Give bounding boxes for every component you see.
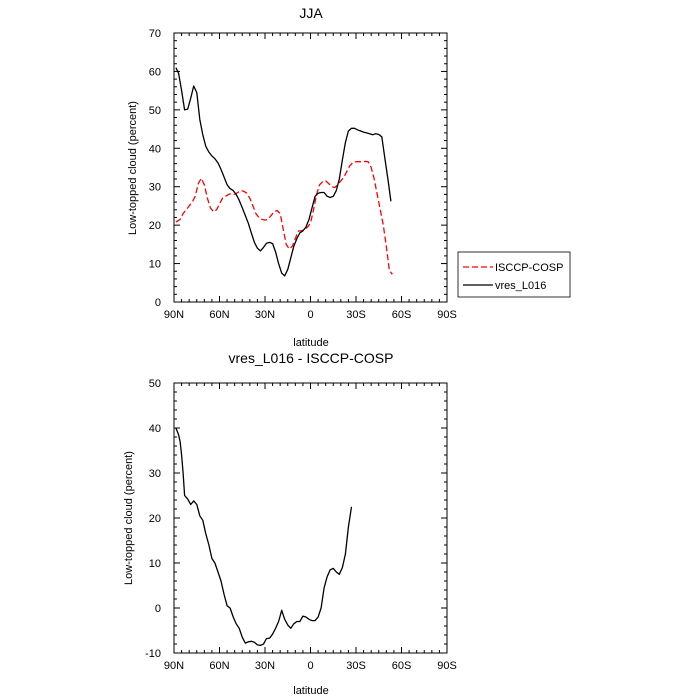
- top-series-line-isccp-cosp: [175, 160, 393, 275]
- bottom-y-tick-label: -10: [145, 648, 161, 660]
- bottom-x-tick-label: 30N: [255, 660, 275, 672]
- bottom-chart-ylabel: Low-topped cloud (percent): [123, 451, 135, 585]
- top-y-tick-label: 70: [149, 28, 161, 40]
- bottom-x-tick-label: 60N: [209, 660, 229, 672]
- top-y-tick-label: 0: [155, 297, 161, 309]
- top-y-tick-label: 60: [149, 66, 161, 78]
- bottom-y-tick-label: 30: [149, 468, 161, 480]
- bottom-x-tick-label: 30S: [346, 660, 366, 672]
- bottom-x-tick-label: 90S: [437, 660, 457, 672]
- top-chart-title: JJA: [299, 5, 323, 21]
- bottom-x-tick-label: 60S: [392, 660, 412, 672]
- legend-label-vres-l016: vres_L016: [495, 280, 546, 292]
- top-chart-frame: [173, 32, 448, 303]
- top-x-tick-label: 60N: [209, 309, 229, 321]
- bottom-y-tick-label: 10: [149, 558, 161, 570]
- bottom-y-tick-label: 50: [149, 378, 161, 390]
- top-x-tick-label: 60S: [392, 309, 412, 321]
- bottom-chart-panel: vres_L016 - ISCCP-COSP 90N 60N 30N 0 30S 60S 9…: [123, 350, 457, 697]
- bottom-x-tick-label: 90N: [164, 660, 184, 672]
- top-chart-plot-area: 90N 60N 30N 0 30S 60S 90S 0 10 20 30 40 50 60 70: [149, 28, 457, 321]
- top-x-tick-label: 90S: [437, 309, 457, 321]
- bottom-chart-xlabel: latitude: [293, 685, 328, 697]
- top-x-tick-label: 0: [307, 309, 313, 321]
- top-chart-panel: JJA 90N 60N 30N 0 30S 60S 90S 0 10 20 30 40 50 60 70 l…: [127, 5, 457, 349]
- bottom-series-line-difference: [175, 427, 353, 647]
- legend-box: [457, 251, 571, 298]
- top-chart-xlabel: latitude: [293, 337, 328, 349]
- bottom-chart-frame: [173, 382, 448, 654]
- top-x-tick-label: 30S: [346, 309, 366, 321]
- top-y-tick-label: 10: [149, 259, 161, 271]
- legend: ISCCP-COSP vres_L016: [457, 251, 571, 298]
- bottom-x-tick-label: 0: [307, 660, 313, 672]
- top-y-tick-label: 30: [149, 182, 161, 194]
- top-x-tick-label: 30N: [255, 309, 275, 321]
- legend-label-isccp-cosp: ISCCP-COSP: [495, 262, 563, 274]
- bottom-y-tick-label: 0: [155, 603, 161, 615]
- top-chart-ylabel: Low-topped cloud (percent): [127, 101, 139, 235]
- bottom-chart-title: vres_L016 - ISCCP-COSP: [229, 350, 394, 366]
- top-series-line-vres-l016: [175, 67, 392, 277]
- bottom-chart-plot-area: 90N 60N 30N 0 30S 60S 90S -10 0 10 20 30 40 50: [145, 378, 457, 672]
- top-y-tick-label: 40: [149, 143, 161, 155]
- bottom-y-tick-label: 40: [149, 423, 161, 435]
- top-y-tick-label: 50: [149, 105, 161, 117]
- top-x-tick-label: 90N: [164, 309, 184, 321]
- bottom-y-tick-label: 20: [149, 513, 161, 525]
- top-y-tick-label: 20: [149, 220, 161, 232]
